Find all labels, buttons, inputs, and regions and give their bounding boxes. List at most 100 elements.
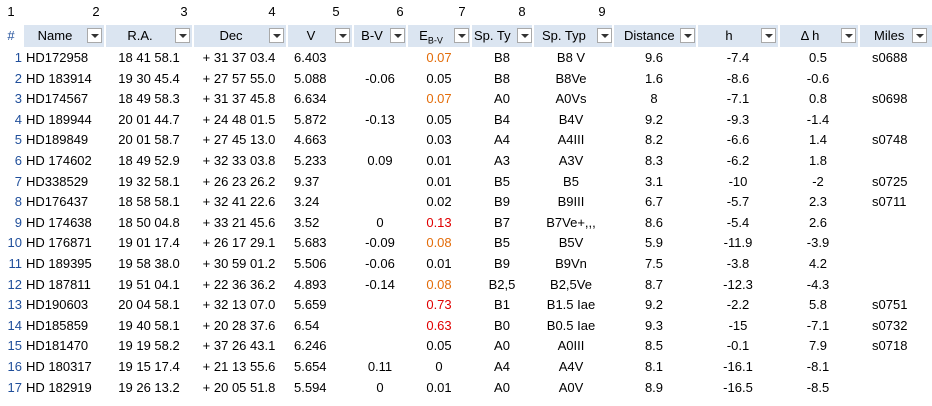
cell-ebv[interactable]: 0.01 (426, 256, 452, 271)
cell-dh[interactable]: 1.8 (808, 153, 828, 168)
cell-h[interactable]: -3.8 (726, 256, 750, 271)
cell-ebv[interactable]: 0.07 (426, 91, 452, 107)
cell-v[interactable]: 4.893 (294, 276, 327, 292)
cell-v[interactable]: 6.634 (294, 91, 327, 107)
cell-ra[interactable]: 18 41 58.1 (118, 50, 180, 65)
cell-sptype-short[interactable]: B5 (494, 173, 510, 189)
filter-dropdown-icon[interactable] (517, 28, 532, 43)
cell-h[interactable]: -0.1 (726, 338, 750, 354)
cell-miles[interactable]: s0748 (872, 132, 908, 148)
cell-h[interactable]: -11.9 (723, 235, 753, 251)
cell-sptype-short[interactable]: B5 (494, 235, 510, 251)
cell-sptype[interactable]: A0V (558, 379, 584, 395)
cell-h[interactable]: -6.6 (726, 132, 750, 148)
cell-ebv[interactable]: 0.63 (426, 317, 452, 333)
cell-name[interactable]: HD172958 (26, 50, 89, 65)
cell-name[interactable]: HD189849 (26, 132, 89, 148)
cell-ebv[interactable]: 0.73 (426, 297, 452, 313)
cell-miles[interactable] (860, 378, 932, 398)
cell-sptype-short[interactable]: B1 (494, 297, 510, 313)
cell-sptype-short[interactable]: A0 (494, 91, 510, 107)
cell-sptype-short[interactable]: B8 (494, 70, 510, 86)
cell-sptype[interactable]: A0III (557, 338, 585, 354)
cell-sptype-short[interactable]: B0 (494, 317, 510, 333)
cell-bv[interactable]: 0 (376, 379, 384, 395)
cell-dh[interactable]: -0.6 (806, 70, 830, 86)
cell-ebv[interactable]: 0.01 (426, 153, 452, 168)
filter-dropdown-icon[interactable] (841, 28, 856, 43)
cell-ebv[interactable]: 0.03 (426, 132, 452, 148)
cell-v[interactable]: 5.872 (294, 111, 327, 127)
cell-miles[interactable] (860, 275, 932, 295)
cell-bv[interactable] (354, 172, 406, 192)
cell-miles[interactable]: s0725 (872, 173, 908, 189)
cell-name[interactable]: HD185859 (26, 317, 89, 333)
cell-miles[interactable]: s0698 (872, 91, 908, 107)
cell-v[interactable]: 3.52 (294, 214, 320, 230)
cell-dh[interactable]: 0.8 (808, 91, 828, 107)
cell-sptype[interactable]: B5 (563, 173, 579, 189)
cell-h[interactable]: -12.3 (723, 276, 753, 292)
cell-dec[interactable]: + 31 37 45.8 (202, 91, 276, 107)
cell-ra[interactable]: 19 26 13.2 (118, 379, 180, 395)
cell-dec[interactable]: + 30 59 01.2 (202, 256, 276, 271)
cell-bv[interactable]: 0.09 (367, 153, 393, 168)
cell-dh[interactable]: -3.9 (806, 235, 830, 251)
cell-ebv[interactable]: 0.05 (426, 338, 452, 354)
cell-v[interactable]: 5.506 (294, 256, 327, 271)
cell-dec[interactable]: + 32 41 22.6 (202, 194, 276, 210)
cell-distance[interactable]: 8.5 (644, 338, 664, 354)
cell-dh[interactable]: 2.6 (808, 214, 828, 230)
cell-h[interactable]: -9.3 (726, 111, 750, 127)
cell-ebv[interactable]: 0.08 (426, 235, 452, 251)
cell-sptype-short[interactable]: A0 (494, 338, 510, 354)
cell-bv[interactable] (354, 89, 406, 109)
cell-dh[interactable]: 7.9 (808, 338, 828, 354)
cell-dh[interactable]: 2.3 (808, 194, 828, 210)
cell-v[interactable]: 6.403 (294, 50, 327, 65)
cell-bv[interactable] (354, 336, 406, 356)
cell-v[interactable]: 5.683 (294, 235, 327, 251)
cell-v[interactable]: 6.54 (294, 317, 320, 333)
cell-distance[interactable]: 6.7 (644, 194, 664, 210)
filter-dropdown-icon[interactable] (454, 28, 469, 43)
cell-name[interactable]: HD 189395 (26, 256, 92, 271)
cell-distance[interactable]: 8.6 (644, 214, 664, 230)
cell-dec[interactable]: + 37 26 43.1 (202, 338, 276, 354)
cell-distance[interactable]: 3.1 (644, 173, 664, 189)
filter-dropdown-icon[interactable] (335, 28, 350, 43)
cell-bv[interactable]: -0.13 (365, 111, 395, 127)
cell-bv[interactable]: -0.14 (365, 276, 395, 292)
cell-v[interactable]: 6.246 (294, 338, 327, 354)
cell-name[interactable]: HD181470 (26, 338, 89, 354)
cell-bv[interactable] (354, 316, 406, 336)
cell-sptype[interactable]: B5V (558, 235, 584, 251)
cell-bv[interactable] (354, 295, 406, 315)
cell-ebv[interactable]: 0.01 (426, 173, 452, 189)
cell-dec[interactable]: + 27 57 55.0 (202, 70, 276, 86)
cell-sptype[interactable]: B8Ve (555, 70, 587, 86)
cell-miles[interactable] (860, 213, 932, 233)
cell-name[interactable]: HD 182919 (26, 379, 92, 395)
cell-miles[interactable]: s0711 (872, 194, 907, 210)
cell-dec[interactable]: + 26 17 29.1 (202, 235, 276, 251)
cell-sptype-short[interactable]: B8 (494, 50, 510, 65)
cell-ra[interactable]: 20 01 44.7 (118, 111, 180, 127)
cell-name[interactable]: HD174567 (26, 91, 89, 107)
cell-miles[interactable] (860, 357, 932, 377)
cell-distance[interactable]: 8 (650, 91, 658, 107)
cell-ebv[interactable]: 0.05 (426, 70, 452, 86)
cell-dh[interactable]: -8.5 (806, 379, 830, 395)
cell-name[interactable]: HD 174602 (26, 153, 92, 168)
cell-dec[interactable]: + 24 48 01.5 (202, 111, 276, 127)
cell-ebv[interactable]: 0.08 (426, 276, 452, 292)
cell-h[interactable]: -5.7 (726, 194, 750, 210)
cell-ra[interactable]: 18 49 52.9 (118, 153, 180, 168)
cell-dh[interactable]: 4.2 (808, 256, 828, 271)
cell-dh[interactable]: -4.3 (806, 276, 830, 292)
cell-distance[interactable]: 9.3 (644, 317, 664, 333)
cell-sptype[interactable]: B0.5 Iae (546, 317, 596, 333)
cell-dec[interactable]: + 31 37 03.4 (202, 50, 276, 65)
cell-h[interactable]: -7.4 (726, 50, 750, 65)
cell-ra[interactable]: 18 58 58.1 (118, 194, 180, 210)
